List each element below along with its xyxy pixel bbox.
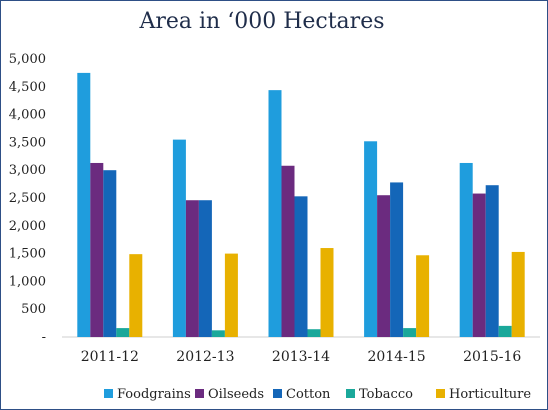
bar-tobacco-2014-15: [403, 328, 417, 337]
legend-swatch-oilseeds: [195, 389, 204, 398]
legend: Foodgrains Oilseeds Cotton Tobacco Horticult…: [104, 387, 531, 402]
bar-oilseeds-2015-16: [472, 193, 486, 337]
bar-horticulture-2013-14: [320, 248, 334, 337]
bar-oilseeds-2014-15: [377, 195, 391, 337]
bar-foodgrains-2015-16: [459, 162, 473, 337]
bar-horticulture-2015-16: [511, 251, 525, 337]
legend-label-horticulture: Horticulture: [449, 387, 531, 402]
legend-swatch-foodgrains: [104, 389, 113, 398]
bar-cotton-2014-15: [390, 182, 404, 337]
bars: [77, 72, 525, 338]
x-tick-label: 2011-12: [81, 349, 139, 365]
y-tick-label: 1,000: [9, 274, 46, 289]
bar-tobacco-2015-16: [498, 325, 512, 337]
legend-swatch-horticulture: [436, 389, 445, 398]
y-tick-label: 5,000: [9, 52, 46, 67]
bar-oilseeds-2013-14: [281, 165, 295, 337]
x-tick-label: 2012-13: [176, 349, 234, 365]
bar-foodgrains-2012-13: [172, 139, 186, 337]
y-tick-label: 4,000: [9, 108, 46, 123]
bar-cotton-2015-16: [485, 185, 499, 337]
y-tick-label: 4,500: [9, 80, 46, 95]
legend-swatch-tobacco: [346, 389, 355, 398]
y-tick-label: 3,500: [9, 135, 46, 150]
y-tick-label: 3,000: [9, 163, 46, 178]
y-axis: - 500 1,000 1,500 2,000 2,500 3,000 3,500 4,000 4…: [9, 52, 46, 345]
legend-label-oilseeds: Oilseeds: [208, 387, 264, 402]
bar-foodgrains-2013-14: [268, 90, 282, 337]
x-tick-label: 2015-16: [463, 349, 521, 365]
bar-horticulture-2012-13: [224, 253, 238, 337]
legend-label-cotton: Cotton: [286, 387, 331, 402]
bar-horticulture-2011-12: [129, 254, 143, 337]
bar-tobacco-2011-12: [116, 328, 130, 337]
bar-oilseeds-2012-13: [185, 200, 199, 337]
x-tick-label: 2014-15: [368, 349, 426, 365]
x-tick-label: 2013-14: [272, 349, 330, 365]
bar-cotton-2013-14: [294, 196, 308, 337]
legend-swatch-cotton: [273, 389, 282, 398]
bar-oilseeds-2011-12: [90, 162, 104, 337]
bar-cotton-2011-12: [103, 170, 117, 337]
y-tick-label: 500: [21, 302, 46, 317]
y-tick-label: 2,000: [9, 219, 46, 234]
bar-cotton-2012-13: [198, 200, 212, 337]
y-tick-label: 1,500: [9, 247, 46, 262]
y-tick-label: 2,500: [9, 191, 46, 206]
y-tick-label: -: [42, 330, 46, 345]
legend-label-foodgrains: Foodgrains: [117, 387, 191, 402]
bar-foodgrains-2014-15: [364, 141, 378, 337]
x-axis: 2011-12 2012-13 2013-14 2014-15 2015-16: [81, 349, 522, 365]
bar-tobacco-2013-14: [307, 329, 321, 337]
bar-horticulture-2014-15: [416, 255, 430, 337]
chart-title: Area in ‘000 Hectares: [138, 9, 384, 34]
bar-foodgrains-2011-12: [77, 72, 91, 338]
bar-tobacco-2012-13: [211, 330, 225, 337]
legend-label-tobacco: Tobacco: [359, 387, 413, 402]
